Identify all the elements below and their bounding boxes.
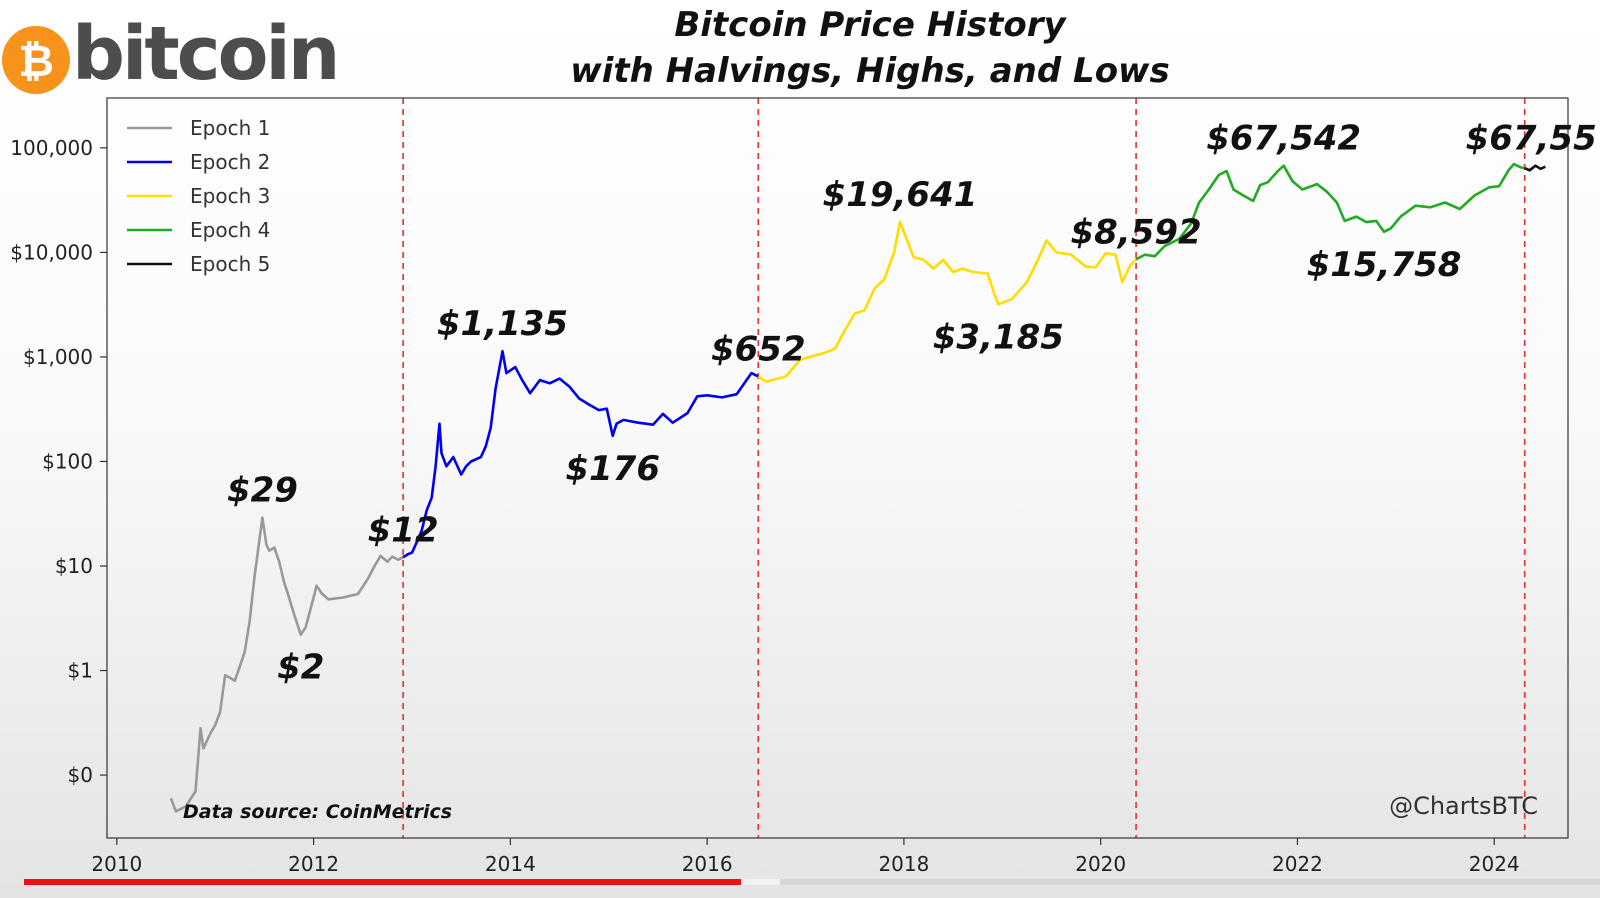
x-tick-label-2: 2014 — [485, 852, 536, 876]
price-annotation-1: $2 — [277, 648, 324, 688]
series-line-epoch-5 — [1524, 164, 1546, 172]
bitcoin-coin-icon: ₿ — [2, 26, 70, 94]
series-line-epoch-1 — [169, 516, 404, 813]
coin-circle — [2, 26, 70, 94]
y-tick-label-2: $10 — [55, 554, 93, 578]
price-annotation-11: $67,55 — [1466, 119, 1597, 159]
chart-title-line-1: Bitcoin Price History — [674, 5, 1066, 45]
y-tick-label-4: $1,000 — [23, 345, 93, 369]
y-tick-label-6: 100,000 — [10, 136, 93, 160]
y-tick-label-0: $0 — [68, 763, 93, 787]
chart-title: Bitcoin Price History with Halvings, Hig… — [520, 2, 1220, 94]
data-source-label: Data source: CoinMetrics — [183, 801, 452, 823]
halving-lines — [402, 98, 1526, 838]
x-tick-label-7: 2024 — [1469, 852, 1520, 876]
legend-label-epoch-2: Epoch 2 — [190, 150, 270, 174]
bitcoin-logo: ₿ bitcoin — [0, 8, 340, 100]
x-tick-label-1: 2012 — [288, 852, 339, 876]
chart-title-line-2: with Halvings, Highs, and Lows — [570, 51, 1170, 91]
price-annotation-4: $176 — [565, 449, 660, 489]
price-annotation-9: $67,542 — [1206, 119, 1361, 159]
x-axis: 2010 2012 2014 2016 2018 2020 2022 2024 — [91, 838, 1520, 876]
coin-symbol: ₿ — [18, 36, 54, 87]
plot-frame — [106, 97, 1569, 839]
price-annotation-0: $29 — [227, 471, 298, 511]
logo-wordmark: bitcoin — [72, 11, 340, 97]
price-series — [169, 162, 1546, 813]
price-annotation-5: $652 — [711, 329, 806, 369]
y-tick-label-5: $10,000 — [10, 240, 93, 264]
y-tick-label-3: $100 — [42, 449, 93, 473]
legend-label-epoch-1: Epoch 1 — [190, 116, 270, 140]
video-progress-played[interactable] — [24, 879, 742, 885]
price-annotation-6: $19,641 — [823, 175, 978, 215]
legend-label-epoch-5: Epoch 5 — [190, 252, 270, 276]
price-annotations: $29 $2 $12 $1,135 $176 $652 $19,641 $3,185 $8,59… — [227, 119, 1597, 688]
price-annotation-3: $1,135 — [437, 304, 568, 344]
series-line-epoch-3 — [757, 220, 1138, 383]
price-annotation-10: $15,758 — [1307, 245, 1462, 285]
x-tick-label-3: 2016 — [682, 852, 733, 876]
video-progress-track[interactable] — [24, 879, 1600, 885]
price-annotation-7: $3,185 — [933, 317, 1064, 357]
legend-label-epoch-4: Epoch 4 — [190, 218, 270, 242]
series-line-epoch-2 — [402, 349, 759, 559]
legend-label-epoch-3: Epoch 3 — [190, 184, 270, 208]
x-tick-label-0: 2010 — [91, 852, 142, 876]
x-tick-label-5: 2020 — [1075, 852, 1126, 876]
y-axis: $0 $1 $10 $100 $1,000 $10,000 100,000 — [10, 136, 107, 787]
credit-label: @ChartsBTC — [1389, 792, 1538, 820]
x-tick-label-6: 2022 — [1272, 852, 1323, 876]
price-annotation-8: $8,592 — [1070, 212, 1201, 252]
series-line-epoch-4 — [1135, 162, 1525, 261]
price-annotation-2: $12 — [368, 510, 439, 550]
y-tick-label-1: $1 — [68, 659, 93, 683]
x-tick-label-4: 2018 — [878, 852, 929, 876]
legend: Epoch 1 Epoch 2 Epoch 3 Epoch 4 Epoch 5 — [127, 116, 270, 276]
